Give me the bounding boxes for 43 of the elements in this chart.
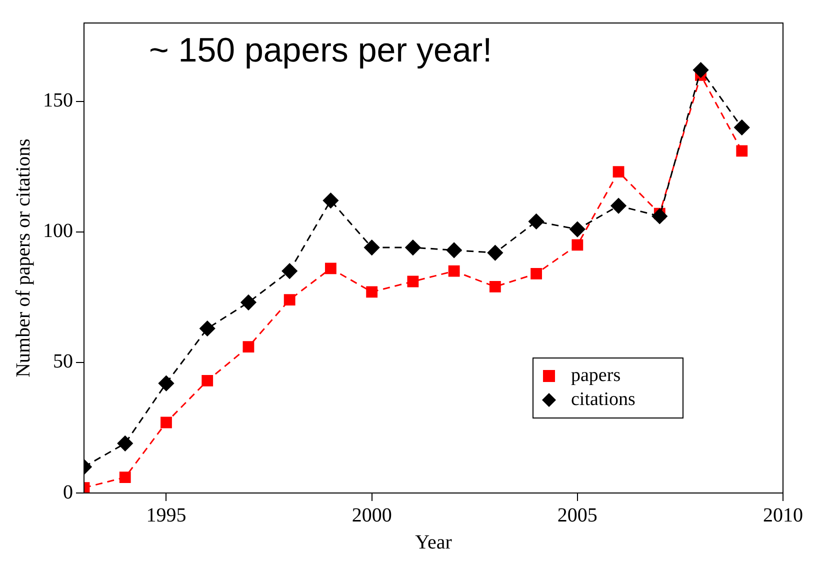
- point: [322, 192, 338, 208]
- point: [405, 240, 421, 256]
- point: [610, 198, 626, 214]
- y-tick-label: 100: [43, 220, 73, 242]
- point: [242, 341, 254, 352]
- point: [487, 245, 503, 261]
- annotation: ~ 150 papers per year!: [149, 31, 492, 70]
- y-tick-label: 50: [53, 350, 73, 373]
- point: [364, 240, 380, 256]
- point: [612, 166, 624, 178]
- point: [530, 268, 542, 280]
- point: [489, 281, 501, 292]
- point: [325, 262, 336, 274]
- point: [652, 208, 668, 224]
- point: [200, 320, 216, 336]
- point: [160, 416, 172, 428]
- y-axis-title: Number of papers or citations: [12, 138, 34, 378]
- point: [448, 265, 460, 277]
- point: [202, 375, 214, 386]
- point: [366, 286, 378, 298]
- point: [407, 276, 419, 288]
- x-tick-label: 2005: [557, 504, 598, 526]
- y-tick-label: 0: [63, 481, 73, 504]
- point: [736, 145, 748, 157]
- x-tick-label: 2000: [352, 504, 392, 526]
- x-tick-label: 1995: [146, 504, 186, 526]
- point: [570, 222, 586, 238]
- point: [240, 294, 256, 310]
- point: [119, 472, 131, 484]
- point: [282, 263, 298, 279]
- point: [693, 62, 709, 78]
- point: [572, 239, 584, 251]
- x-tick-label: 2010: [763, 504, 803, 526]
- legend-label: papers: [571, 364, 621, 386]
- x-axis-title: Year: [415, 531, 452, 554]
- point: [117, 436, 133, 452]
- legend-label: citations: [571, 388, 636, 410]
- point: [528, 214, 544, 230]
- point: [284, 294, 296, 306]
- point: [446, 242, 462, 258]
- point: [734, 120, 750, 136]
- y-tick-label: 150: [43, 90, 73, 112]
- point: [158, 376, 174, 392]
